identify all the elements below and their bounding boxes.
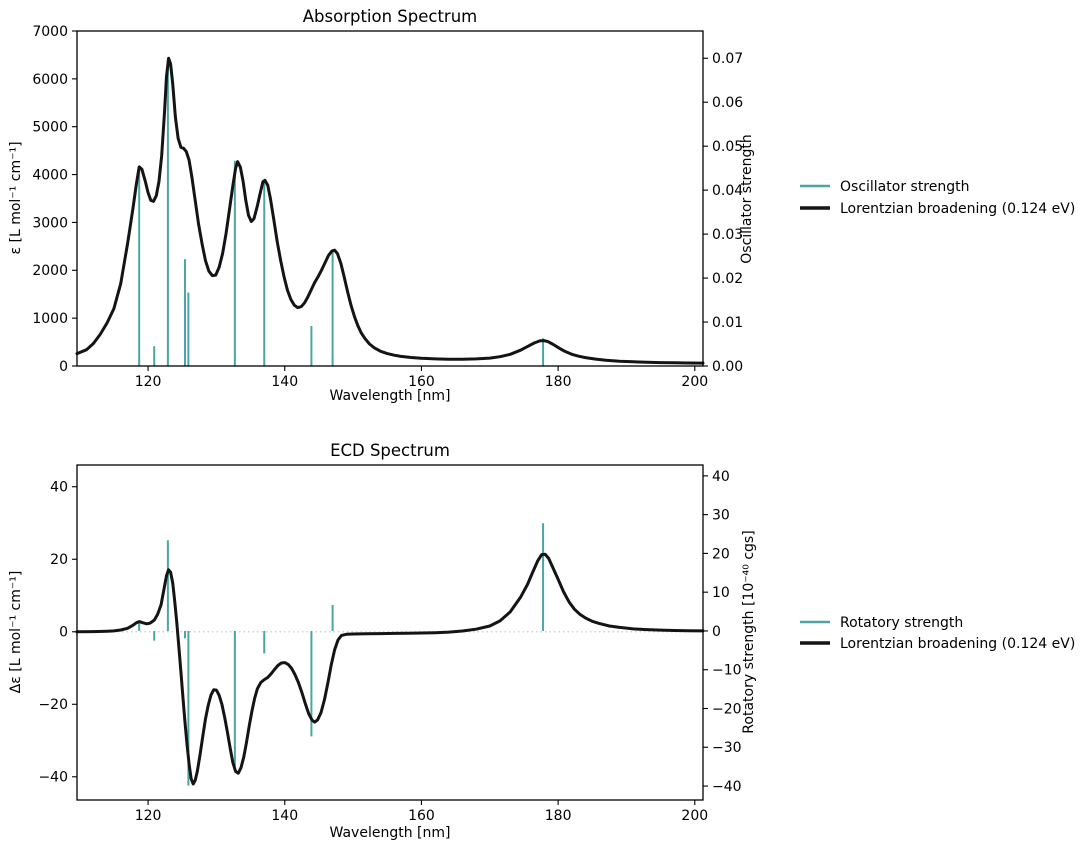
y-tick-right-label: 40 bbox=[712, 469, 730, 485]
y-tick-right-label: 10 bbox=[712, 585, 730, 601]
x-tick-label: 160 bbox=[408, 808, 435, 824]
y-axis-label-left: ε [L mol⁻¹ cm⁻¹] bbox=[8, 141, 24, 254]
y-tick-left-label: 0 bbox=[59, 625, 68, 641]
legend-label-curve: Lorentzian broadening (0.124 eV) bbox=[840, 201, 1075, 217]
absorption-chart: 120 140 160 180 2000100020003000400050006000… bbox=[8, 7, 1075, 404]
y-tick-right-label: 0.05 bbox=[712, 139, 743, 155]
y-tick-right-label: −30 bbox=[712, 740, 742, 756]
x-tick-label: 120 bbox=[135, 808, 162, 824]
y-tick-right-label: −10 bbox=[712, 663, 742, 679]
y-tick-left-label: 3000 bbox=[32, 215, 68, 231]
y-tick-left-label: 2000 bbox=[32, 263, 68, 279]
x-tick-label: 140 bbox=[271, 374, 298, 390]
y-tick-right-label: 30 bbox=[712, 508, 730, 524]
y-axis-label-right: Rotatory strength [10⁻⁴⁰ cgs] bbox=[741, 530, 757, 733]
legend: Oscillator strength Lorentzian broadenin… bbox=[800, 179, 1075, 217]
y-tick-left-label: 6000 bbox=[32, 72, 68, 88]
y-tick-right-label: 0.00 bbox=[712, 359, 743, 375]
y-tick-right-label: −20 bbox=[712, 701, 742, 717]
y-tick-right-label: 0.01 bbox=[712, 315, 743, 331]
y-tick-right-label: −40 bbox=[712, 779, 742, 795]
x-tick-label: 120 bbox=[135, 374, 162, 390]
y-tick-left-label: −40 bbox=[38, 770, 68, 786]
y-tick-right-label: 0.04 bbox=[712, 183, 743, 199]
y-tick-left-label: 4000 bbox=[32, 167, 68, 183]
legend: Rotatory strength Lorentzian broadening … bbox=[800, 615, 1075, 652]
x-tick-label: 200 bbox=[681, 374, 708, 390]
legend-label-curve: Lorentzian broadening (0.124 eV) bbox=[840, 636, 1075, 652]
ecd-chart: 120 140 160 180 200−40−2002040−40−30−20−1001… bbox=[8, 441, 1075, 841]
y-tick-left-label: 1000 bbox=[32, 311, 68, 327]
y-tick-left-label: −20 bbox=[38, 697, 68, 713]
x-axis-label: Wavelength [nm] bbox=[330, 388, 451, 404]
y-axis-label-right: Oscillator strength bbox=[739, 134, 755, 264]
broadening-curve bbox=[75, 552, 705, 786]
x-tick-label: 180 bbox=[545, 808, 572, 824]
x-tick-label: 200 bbox=[681, 808, 708, 824]
plot-area-border bbox=[76, 464, 704, 801]
y-tick-right-label: 0.02 bbox=[712, 271, 743, 287]
ecd-chart-dynamic: 120 140 160 180 200−40−2002040−40−30−20−1001… bbox=[38, 469, 741, 824]
chart-title: Absorption Spectrum bbox=[303, 7, 478, 26]
y-tick-left-label: 40 bbox=[50, 480, 68, 496]
y-axis-label-left: Δε [L mol⁻¹ cm⁻¹] bbox=[8, 571, 24, 694]
y-tick-left-label: 5000 bbox=[32, 120, 68, 136]
y-tick-right-label: 20 bbox=[712, 546, 730, 562]
y-tick-right-label: 0.07 bbox=[712, 51, 743, 67]
x-tick-label: 180 bbox=[545, 374, 572, 390]
plot-area-border bbox=[76, 30, 704, 367]
y-tick-left-label: 0 bbox=[59, 359, 68, 375]
y-tick-right-label: 0.06 bbox=[712, 95, 743, 111]
broadening-curve bbox=[75, 56, 705, 365]
legend-label-sticks: Oscillator strength bbox=[840, 179, 970, 195]
absorption-chart-dynamic: 120 140 160 180 2000100020003000400050006000… bbox=[32, 24, 743, 390]
chart-title: ECD Spectrum bbox=[330, 441, 450, 460]
y-tick-right-label: 0 bbox=[712, 624, 721, 640]
y-tick-left-label: 20 bbox=[50, 552, 68, 568]
x-tick-label: 160 bbox=[408, 374, 435, 390]
y-tick-right-label: 0.03 bbox=[712, 227, 743, 243]
legend-label-sticks: Rotatory strength bbox=[840, 615, 963, 631]
x-axis-label: Wavelength [nm] bbox=[330, 825, 451, 841]
x-tick-label: 140 bbox=[271, 808, 298, 824]
y-tick-left-label: 7000 bbox=[32, 24, 68, 40]
